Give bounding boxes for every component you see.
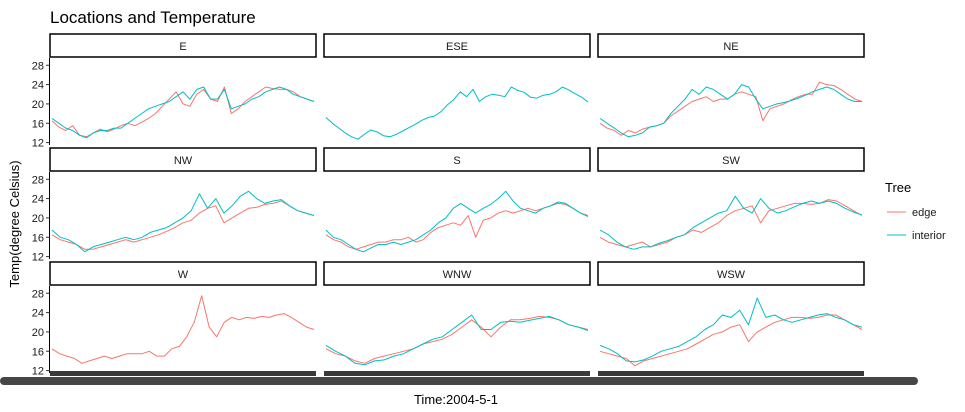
- strip-label-s: S: [453, 155, 460, 167]
- panel-sw: SW: [597, 147, 865, 250]
- series-line-wsw-interior: [599, 297, 863, 363]
- strip-wnw: [323, 261, 591, 286]
- x-axis-title: Time:2004-5-1: [414, 392, 498, 407]
- y-tick-label: 20: [32, 99, 44, 111]
- series-line-ne-interior: [599, 84, 862, 138]
- x-axis-bar: [324, 371, 590, 376]
- strip-label-e: E: [179, 41, 186, 53]
- strip-label-w: W: [178, 269, 189, 281]
- series-line-nw-interior: [51, 190, 315, 253]
- y-tick-label: 12: [32, 252, 44, 264]
- strip-label-ne: NE: [723, 41, 738, 53]
- facet-panels: E 12 16 20 24 28 ESE NE NW 12 16 20 24 28 S SW W 12 16 20 24…: [32, 33, 865, 378]
- series-line-s-interior: [325, 190, 589, 253]
- strip-label-ese: ESE: [446, 41, 468, 53]
- y-tick-label: 12: [32, 366, 44, 378]
- strip-s: [323, 147, 591, 172]
- series-line-sw-edge: [599, 199, 863, 248]
- strip-label-sw: SW: [722, 155, 740, 167]
- panel-nw: NW 12 16 20 24 28: [32, 147, 317, 264]
- strip-label-wsw: WSW: [717, 269, 746, 281]
- horizontal-scrollbar[interactable]: [0, 377, 918, 385]
- y-tick-label: 12: [32, 138, 44, 150]
- panel-ese: ESE: [323, 33, 591, 140]
- y-axis-title: Temp(degree Celsius): [7, 160, 22, 287]
- x-axis-bar: [598, 371, 864, 376]
- series-line-nw-edge: [51, 200, 315, 250]
- series-line-wnw-edge: [325, 315, 589, 364]
- series-line-ese-interior: [325, 86, 589, 140]
- strip-sw: [597, 147, 865, 172]
- series-line-w-edge: [51, 295, 315, 364]
- x-axis-bar: [50, 371, 316, 376]
- strip-w: [49, 261, 317, 286]
- panel-ne: NE: [597, 33, 865, 138]
- y-tick-label: 20: [32, 327, 44, 339]
- strip-ese: [323, 33, 591, 58]
- y-tick-label: 28: [32, 174, 44, 186]
- strip-e: [49, 33, 317, 58]
- legend-label-interior: interior: [912, 230, 946, 242]
- panel-s: S: [323, 147, 591, 253]
- series-line-e-edge: [51, 86, 315, 138]
- y-tick-label: 28: [32, 288, 44, 300]
- y-tick-label: 16: [32, 346, 44, 358]
- legend: Tree edge interior: [885, 180, 946, 242]
- y-tick-label: 28: [32, 60, 44, 72]
- legend-label-edge: edge: [912, 207, 936, 219]
- y-tick-label: 24: [32, 80, 44, 92]
- series-line-wsw-edge: [599, 314, 863, 367]
- legend-title: Tree: [885, 180, 911, 195]
- strip-label-wnw: WNW: [443, 269, 472, 281]
- strip-ne: [597, 33, 865, 58]
- strip-wsw: [597, 261, 865, 286]
- series-line-ne-edge: [599, 81, 863, 136]
- series-line-sw-interior: [599, 195, 863, 250]
- chart-title: Locations and Temperature: [50, 8, 256, 27]
- strip-label-nw: NW: [174, 155, 193, 167]
- panel-w: W 12 16 20 24 28: [32, 261, 317, 378]
- y-tick-label: 24: [32, 308, 44, 320]
- strip-nw: [49, 147, 317, 172]
- series-line-wnw-interior: [325, 314, 589, 366]
- y-tick-label: 20: [32, 213, 44, 225]
- y-tick-label: 24: [32, 194, 44, 206]
- panel-wnw: WNW: [323, 261, 591, 376]
- series-line-e-interior: [51, 86, 315, 139]
- y-tick-label: 16: [32, 118, 44, 130]
- panel-wsw: WSW: [597, 261, 865, 376]
- panel-e: E 12 16 20 24 28: [32, 33, 317, 150]
- y-tick-label: 16: [32, 232, 44, 244]
- series-line-s-edge: [325, 202, 589, 250]
